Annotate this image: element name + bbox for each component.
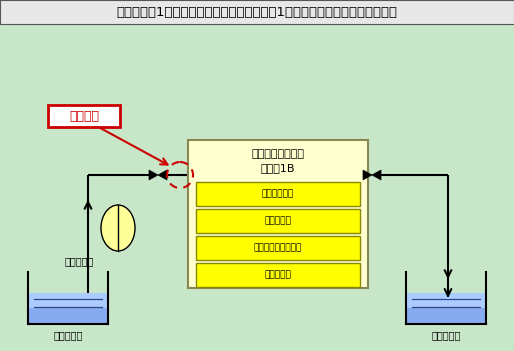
- Bar: [406, 293, 486, 309]
- Polygon shape: [363, 170, 372, 180]
- Bar: [28, 293, 108, 309]
- Ellipse shape: [101, 205, 135, 251]
- Text: 海水ポンプ: 海水ポンプ: [64, 256, 94, 266]
- Text: 発電機1B: 発電機1B: [261, 163, 295, 173]
- Text: 当該箇所: 当該箇所: [69, 110, 99, 122]
- Polygon shape: [149, 170, 158, 180]
- Text: 空気冷却器: 空気冷却器: [265, 271, 291, 279]
- Text: 放水ビット: 放水ビット: [431, 330, 461, 340]
- Bar: [196, 236, 360, 260]
- Bar: [188, 140, 368, 288]
- Text: 清水冷却器: 清水冷却器: [265, 217, 291, 225]
- Text: 非常用ディーゼル: 非常用ディーゼル: [251, 149, 304, 159]
- Bar: [48, 105, 120, 127]
- Text: 伊方発電所1号機　非常用ディーゼル発電機1Ｂ号機の冷却用海水系統概略図: 伊方発電所1号機 非常用ディーゼル発電機1Ｂ号機の冷却用海水系統概略図: [117, 6, 397, 19]
- Polygon shape: [158, 170, 167, 180]
- Bar: [0, 0, 514, 24]
- Bar: [28, 309, 108, 324]
- Text: 燃料弁冷却水冷却器: 燃料弁冷却水冷却器: [254, 244, 302, 252]
- Bar: [196, 263, 360, 287]
- Bar: [406, 309, 486, 324]
- Bar: [196, 209, 360, 233]
- Text: 潤滑油冷却器: 潤滑油冷却器: [262, 190, 294, 199]
- Bar: [196, 182, 360, 206]
- Text: 取水ビット: 取水ビット: [53, 330, 83, 340]
- Polygon shape: [372, 170, 381, 180]
